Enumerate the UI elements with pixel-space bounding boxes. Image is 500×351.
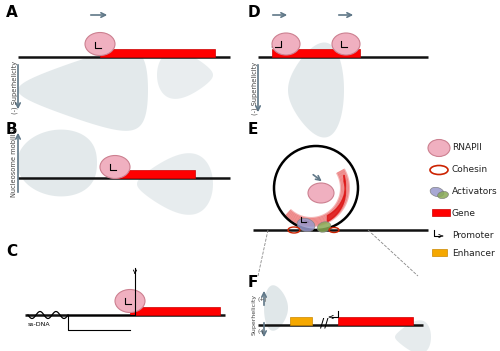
Text: //: //: [320, 316, 328, 329]
Ellipse shape: [100, 155, 130, 179]
Polygon shape: [18, 49, 148, 131]
Text: (-) Superhelicity: (-) Superhelicity: [251, 61, 258, 114]
Bar: [100, 49, 215, 57]
Polygon shape: [157, 51, 213, 99]
Bar: [432, 209, 450, 216]
Ellipse shape: [115, 290, 145, 312]
Text: A: A: [6, 5, 18, 20]
Polygon shape: [264, 285, 288, 331]
Ellipse shape: [272, 33, 300, 55]
Polygon shape: [288, 42, 344, 138]
Polygon shape: [395, 320, 431, 351]
Text: C: C: [6, 244, 17, 259]
Ellipse shape: [428, 139, 450, 157]
Text: D: D: [248, 5, 260, 20]
Text: Promoter: Promoter: [452, 232, 494, 240]
Text: Activators: Activators: [452, 187, 498, 197]
Bar: [272, 49, 360, 57]
Bar: [338, 317, 413, 325]
Text: RNAPII: RNAPII: [452, 144, 482, 152]
Ellipse shape: [85, 33, 115, 55]
Ellipse shape: [430, 187, 444, 197]
Text: B: B: [6, 122, 18, 137]
Text: (-): (-): [257, 329, 264, 333]
Ellipse shape: [332, 33, 360, 55]
Polygon shape: [17, 130, 97, 197]
Text: ss-DNA: ss-DNA: [28, 322, 50, 327]
Text: Gene: Gene: [452, 210, 476, 219]
Text: E: E: [248, 122, 258, 137]
Bar: [290, 317, 312, 325]
Ellipse shape: [308, 183, 334, 203]
Ellipse shape: [317, 222, 331, 232]
Polygon shape: [137, 153, 213, 215]
Text: Cohesin: Cohesin: [452, 166, 488, 174]
Bar: [130, 307, 220, 315]
Bar: [115, 170, 195, 178]
Ellipse shape: [438, 191, 448, 199]
Bar: [432, 249, 447, 256]
Text: (-) Superhelicity: (-) Superhelicity: [11, 60, 18, 114]
Ellipse shape: [297, 218, 315, 232]
Text: Nucleosome mobility: Nucleosome mobility: [11, 127, 17, 197]
Text: Enhancer: Enhancer: [452, 250, 495, 258]
Text: Superhelicity: Superhelicity: [252, 293, 257, 335]
Text: F: F: [248, 275, 258, 290]
Text: (+): (+): [257, 297, 266, 302]
